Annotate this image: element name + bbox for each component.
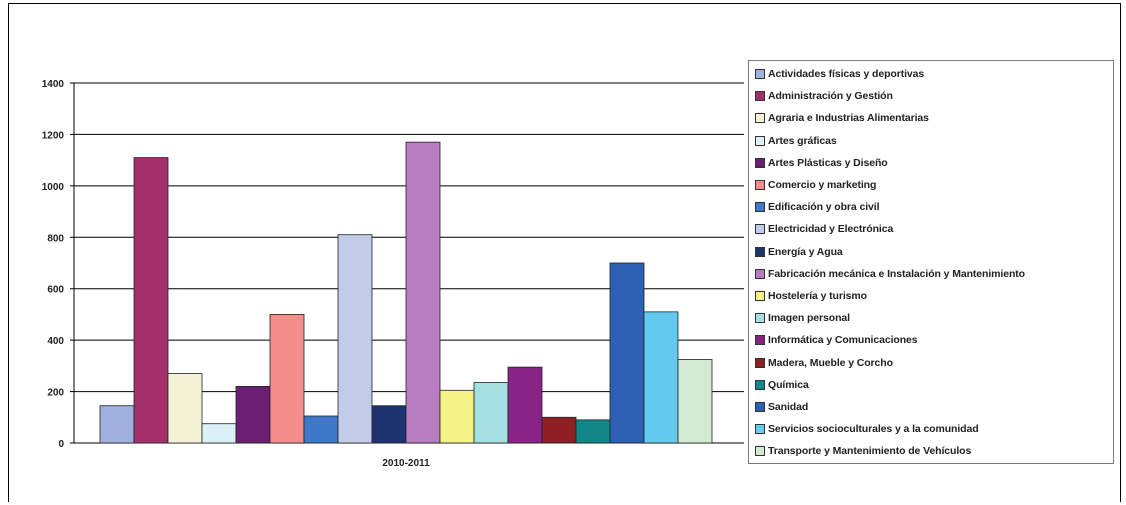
legend-swatch bbox=[755, 401, 765, 412]
legend-item: Servicios socioculturales y a la comunid… bbox=[755, 418, 1113, 440]
legend-label: Servicios socioculturales y a la comunid… bbox=[768, 423, 979, 436]
bar-1 bbox=[99, 405, 135, 444]
legend-swatch bbox=[755, 113, 765, 124]
legend-swatch bbox=[755, 313, 765, 324]
legend-item: Artes Plásticas y Diseño bbox=[755, 152, 1113, 174]
bar-11 bbox=[439, 389, 475, 444]
bar-6 bbox=[269, 314, 305, 444]
bar-17 bbox=[643, 311, 679, 444]
legend-item: Sanidad bbox=[755, 396, 1113, 418]
bar-4 bbox=[201, 423, 237, 444]
x-category-label: 2010-2011 bbox=[382, 458, 430, 469]
legend-swatch bbox=[755, 135, 765, 146]
bar-16 bbox=[609, 262, 645, 444]
legend-label: Informática y Comunicaciones bbox=[768, 334, 918, 347]
legend-swatch bbox=[755, 180, 765, 191]
legend-item: Comercio y marketing bbox=[755, 174, 1113, 196]
legend-label: Actividades físicas y deportivas bbox=[768, 68, 925, 81]
bar-3 bbox=[167, 373, 203, 444]
legend-item: Fabricación mecánica e Instalación y Man… bbox=[755, 263, 1113, 285]
bar-8 bbox=[337, 234, 373, 444]
y-tick-label: 800 bbox=[47, 233, 64, 244]
legend-label: Transporte y Mantenimiento de Vehículos bbox=[768, 445, 972, 458]
legend-item: Edificación y obra civil bbox=[755, 196, 1113, 218]
y-tick-label: 1400 bbox=[42, 79, 65, 90]
legend-item: Informática y Comunicaciones bbox=[755, 329, 1113, 351]
legend-item: Artes gráficas bbox=[755, 130, 1113, 152]
legend-label: Imagen personal bbox=[768, 312, 850, 325]
legend-swatch bbox=[755, 246, 765, 257]
legend-swatch bbox=[755, 290, 765, 301]
bar-14 bbox=[541, 416, 577, 444]
bar-18 bbox=[677, 359, 713, 444]
legend-swatch bbox=[755, 202, 765, 213]
legend-swatch bbox=[755, 446, 765, 457]
legend-item: Transporte y Mantenimiento de Vehículos bbox=[755, 440, 1113, 462]
legend-swatch bbox=[755, 424, 765, 435]
legend-swatch bbox=[755, 357, 765, 368]
legend-item: Electricidad y Electrónica bbox=[755, 218, 1113, 240]
y-tick-label: 1200 bbox=[42, 130, 65, 141]
legend-label: Edificación y obra civil bbox=[768, 201, 880, 214]
legend-swatch bbox=[755, 335, 765, 346]
bar-10 bbox=[405, 141, 441, 444]
legend-item: Energía y Agua bbox=[755, 241, 1113, 263]
bar-2 bbox=[133, 157, 169, 444]
bar-15 bbox=[575, 419, 611, 444]
y-tick-label: 600 bbox=[47, 285, 64, 296]
legend-label: Sanidad bbox=[768, 400, 809, 413]
chart-frame bbox=[8, 3, 1121, 502]
bar-5 bbox=[235, 386, 271, 444]
y-tick-label: 400 bbox=[47, 336, 64, 347]
legend-item: Madera, Mueble y Corcho bbox=[755, 351, 1113, 373]
legend-item: Administración y Gestión bbox=[755, 85, 1113, 107]
legend-item: Química bbox=[755, 374, 1113, 396]
legend-swatch bbox=[755, 91, 765, 102]
chart-legend: Actividades físicas y deportivas Administ… bbox=[748, 60, 1114, 464]
legend-item: Actividades físicas y deportivas bbox=[755, 63, 1113, 85]
legend-item: Agraria e Industrias Alimentarias bbox=[755, 107, 1113, 129]
y-tick-label: 0 bbox=[58, 439, 64, 450]
legend-label: Artes Plásticas y Diseño bbox=[768, 156, 888, 169]
bar-12 bbox=[473, 382, 509, 444]
y-tick-label: 200 bbox=[47, 388, 64, 399]
legend-label: Hostelería y turismo bbox=[768, 289, 867, 302]
legend-swatch bbox=[755, 69, 765, 80]
bar-13 bbox=[507, 366, 543, 444]
legend-label: Fabricación mecánica e Instalación y Man… bbox=[768, 267, 1025, 280]
legend-item: Imagen personal bbox=[755, 307, 1113, 329]
legend-label: Administración y Gestión bbox=[768, 90, 893, 103]
legend-item: Hostelería y turismo bbox=[755, 285, 1113, 307]
legend-swatch bbox=[755, 157, 765, 168]
legend-label: Comercio y marketing bbox=[768, 179, 877, 192]
legend-label: Electricidad y Electrónica bbox=[768, 223, 894, 236]
legend-swatch bbox=[755, 268, 765, 279]
legend-swatch bbox=[755, 379, 765, 390]
legend-swatch bbox=[755, 224, 765, 235]
legend-label: Agraria e Industrias Alimentarias bbox=[768, 112, 929, 125]
y-tick-label: 1000 bbox=[42, 182, 65, 193]
legend-label: Madera, Mueble y Corcho bbox=[768, 356, 893, 369]
legend-label: Artes gráficas bbox=[768, 134, 837, 147]
legend-label: Química bbox=[768, 378, 809, 391]
legend-label: Energía y Agua bbox=[768, 245, 843, 258]
bar-9 bbox=[371, 405, 407, 444]
bar-7 bbox=[303, 415, 339, 444]
